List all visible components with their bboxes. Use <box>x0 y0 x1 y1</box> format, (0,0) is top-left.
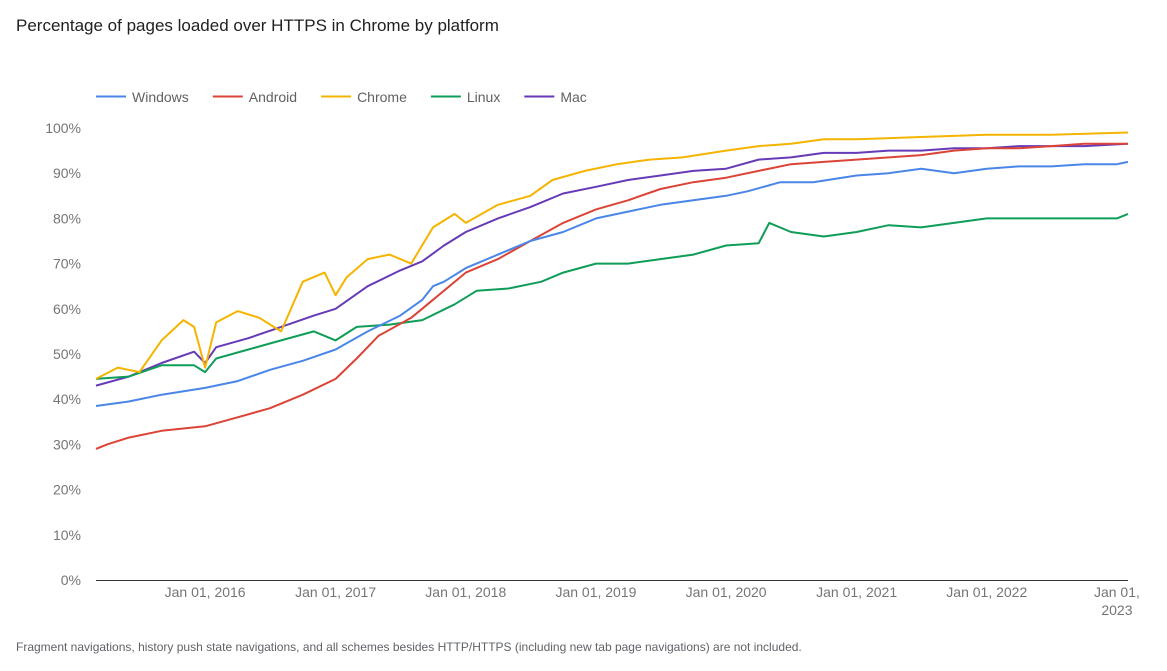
chart-footnote: Fragment navigations, history push state… <box>16 640 802 654</box>
x-axis: Jan 01, 2016 Jan 01, 2017 Jan 01, 2018 Jan … <box>96 580 1140 618</box>
y-tick-label: 60% <box>53 301 81 317</box>
legend-item-windows[interactable]: Windows <box>96 89 189 105</box>
series-line-linux <box>95 212 1129 380</box>
y-axis: 0% 10% 20% 30% 40% 50% 60% 70% 80% 90% 100% <box>45 120 81 588</box>
plot-area <box>95 131 1129 450</box>
chart-title: Percentage of pages loaded over HTTPS in… <box>16 16 499 35</box>
y-tick-label: 0% <box>61 572 81 588</box>
legend-item-android[interactable]: Android <box>212 89 297 105</box>
y-tick-label: 10% <box>53 527 81 543</box>
legend-label: Linux <box>467 89 500 105</box>
x-tick-label: Jan 01, 2022 <box>946 584 1027 600</box>
y-tick-label: 40% <box>53 391 81 407</box>
legend-label: Chrome <box>357 89 407 105</box>
y-tick-label: 90% <box>53 165 81 181</box>
x-tick-label: Jan 01, 2019 <box>555 584 636 600</box>
series-line-mac <box>95 142 1129 387</box>
x-tick-label: Jan 01, 2017 <box>295 584 376 600</box>
legend-item-linux[interactable]: Linux <box>430 89 500 105</box>
y-tick-label: 70% <box>53 256 81 272</box>
series-line-android <box>95 142 1128 450</box>
y-tick-label: 100% <box>45 120 81 136</box>
x-tick-label: Jan 01, 2021 <box>816 584 897 600</box>
y-tick-label: 20% <box>53 482 81 498</box>
series-line-chrome <box>95 131 1129 380</box>
legend-label: Mac <box>560 89 586 105</box>
legend-item-mac[interactable]: Mac <box>524 89 587 105</box>
y-tick-label: 50% <box>53 346 81 362</box>
legend-label: Windows <box>132 89 189 105</box>
x-tick-label: Jan 01, 2023 <box>1094 584 1140 618</box>
x-tick-label: Jan 01, 2016 <box>165 584 246 600</box>
y-tick-label: 80% <box>53 210 81 226</box>
x-tick-label: Jan 01, 2020 <box>686 584 767 600</box>
legend-label: Android <box>249 89 297 105</box>
legend-item-chrome[interactable]: Chrome <box>321 89 407 105</box>
y-tick-label: 30% <box>53 436 81 452</box>
x-tick-label: Jan 01, 2018 <box>425 584 506 600</box>
series-line-windows <box>95 160 1129 407</box>
chart-legend: Windows Android Chrome Linux Mac <box>96 89 587 105</box>
